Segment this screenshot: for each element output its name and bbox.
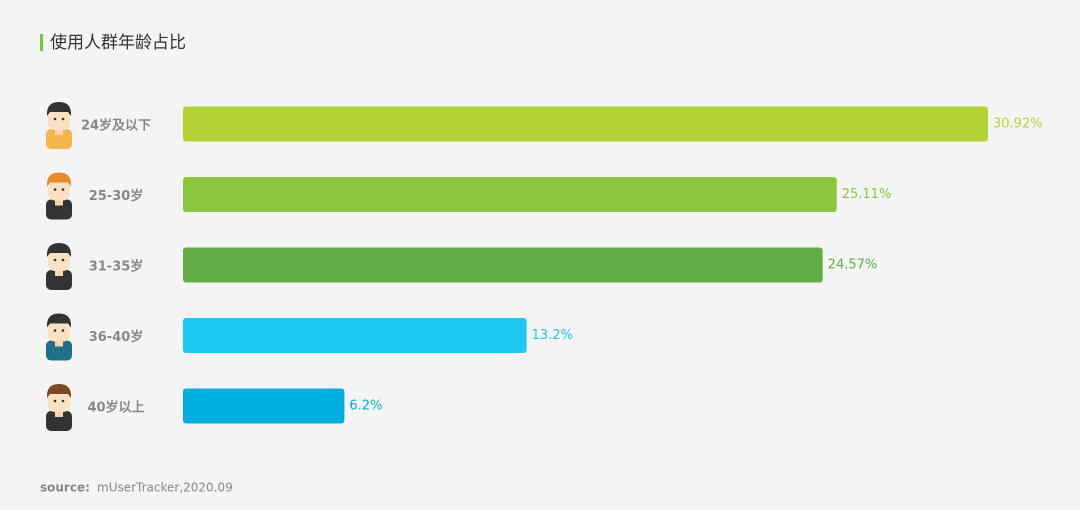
- category-label: 25-30岁: [89, 188, 144, 204]
- bar: [183, 247, 823, 283]
- icon-body: [46, 199, 72, 220]
- bar: [183, 177, 837, 212]
- person-icon: [46, 384, 72, 431]
- icon-eye: [61, 188, 65, 191]
- person-icon: [46, 172, 72, 220]
- person-icon: [46, 102, 72, 149]
- category-label: 40岁以上: [87, 400, 144, 416]
- icon-face: [48, 390, 70, 412]
- bar: [183, 318, 527, 353]
- icon-body: [46, 129, 72, 149]
- icon-eye: [53, 117, 57, 121]
- icon-face: [48, 249, 70, 271]
- icon-neck: [55, 127, 63, 135]
- person-icon: [46, 243, 72, 290]
- value-label: 30.92%: [993, 117, 1043, 132]
- title-marker: [40, 34, 43, 51]
- bar: [183, 388, 345, 424]
- icon-eye: [53, 399, 57, 403]
- icon-body: [46, 340, 72, 361]
- source-label: source:: [40, 481, 90, 495]
- icon-eye: [53, 329, 57, 332]
- icon-hair: [46, 313, 72, 328]
- person-icon: [46, 313, 72, 361]
- icon-face: [48, 108, 70, 130]
- icon-eye: [61, 117, 65, 121]
- category-label: 36-40岁: [89, 329, 144, 345]
- icon-hair: [46, 102, 72, 116]
- value-label: 6.2%: [349, 399, 382, 414]
- icon-face: [48, 319, 70, 342]
- icon-body: [46, 411, 72, 431]
- bar: [183, 106, 988, 142]
- icon-hair: [46, 243, 72, 257]
- icon-hair: [46, 384, 72, 398]
- icon-face: [48, 178, 70, 201]
- source: mUserTracker,2020.09: [97, 481, 233, 495]
- value-label: 13.2%: [532, 328, 573, 343]
- icon-neck: [55, 268, 63, 276]
- icon-eye: [61, 329, 65, 332]
- icon-neck: [55, 338, 63, 347]
- category-label: 31-35岁: [89, 259, 144, 275]
- value-label: 25.11%: [842, 187, 892, 202]
- icon-neck: [55, 409, 63, 417]
- value-label: 24.57%: [828, 258, 878, 273]
- icon-eye: [61, 399, 65, 403]
- chart-title: 使用人群年龄占比: [50, 32, 186, 53]
- icon-hair: [46, 172, 72, 187]
- icon-eye: [53, 188, 57, 191]
- icon-body: [46, 270, 72, 290]
- icon-neck: [55, 197, 63, 206]
- icon-eye: [61, 258, 65, 262]
- category-label: 24岁及以下: [81, 118, 151, 134]
- icon-eye: [53, 258, 57, 262]
